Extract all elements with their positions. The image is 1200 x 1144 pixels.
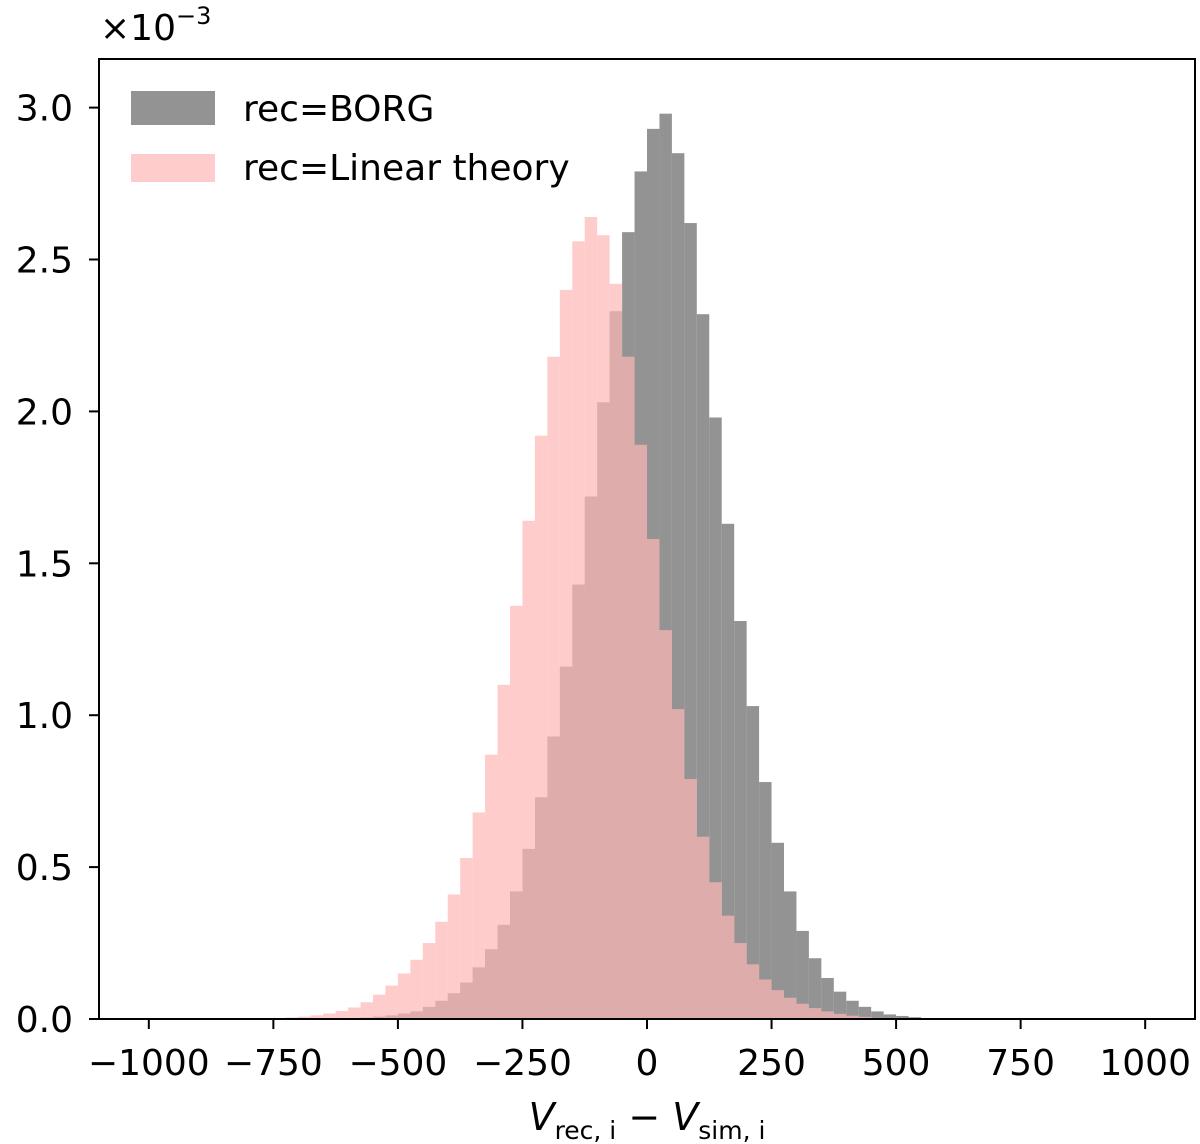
borg-bar: [746, 706, 760, 1019]
legend-label-linear: rec=Linear theory: [243, 148, 570, 189]
linear-theory-bar: [360, 1002, 373, 1019]
linear-theory-bar: [310, 1015, 324, 1019]
linear-theory-bar: [497, 684, 510, 1019]
linear-theory-bar: [547, 356, 560, 1020]
linear-theory-bar: [858, 1016, 872, 1019]
y-tick-label: 1.0: [16, 696, 73, 737]
linear-theory-bar: [397, 973, 411, 1019]
x-axis-label: Vrec, i − Vsim, i: [529, 1095, 766, 1144]
linear-theory-bar: [821, 1011, 834, 1019]
linear-theory-bar: [759, 979, 772, 1019]
linear-theory-bar: [385, 985, 398, 1019]
y-multiplier: ×10−3: [100, 2, 211, 49]
linear-theory-bar: [335, 1011, 349, 1019]
borg-bar: [871, 1011, 884, 1019]
linear-theory-bar: [647, 539, 660, 1019]
linear-theory-bar: [771, 990, 784, 1019]
borg-bar: [858, 1006, 872, 1019]
linear-theory-bar: [622, 356, 635, 1020]
linear-theory-bar: [323, 1013, 336, 1019]
linear-theory-bar: [522, 520, 535, 1019]
legend-label-borg: rec=BORG: [243, 89, 434, 130]
linear-theory-bars: [285, 216, 897, 1020]
linear-theory-bar: [833, 1013, 847, 1019]
linear-theory-bar: [609, 283, 623, 1019]
x-tick-label: 250: [737, 1043, 806, 1084]
linear-theory-bar: [422, 943, 436, 1019]
linear-theory-bar: [485, 754, 498, 1019]
y-tick-label: 2.0: [16, 392, 73, 433]
borg-bar: [759, 782, 772, 1019]
borg-bar: [734, 621, 747, 1019]
linear-theory-bar: [410, 959, 423, 1019]
borg-bar: [721, 523, 735, 1019]
linear-theory-bar: [510, 605, 523, 1019]
y-tick-label: 0.0: [16, 1000, 73, 1041]
borg-bar: [796, 930, 809, 1019]
legend: rec=BORG rec=Linear theory: [131, 89, 570, 189]
borg-bar: [709, 417, 722, 1020]
x-tick-label: −500: [348, 1043, 447, 1084]
x-axis: −1000 −750 −500 −250 0 250 500 750 1000: [88, 1019, 1191, 1084]
linear-theory-bar: [808, 1008, 822, 1019]
borg-bar: [896, 1015, 909, 1019]
linear-theory-bar: [559, 289, 573, 1019]
linear-theory-bar: [472, 812, 486, 1019]
borg-bar: [821, 977, 834, 1019]
linear-theory-bar: [684, 779, 697, 1019]
x-tick-label: −250: [473, 1043, 572, 1084]
linear-theory-bar: [846, 1015, 859, 1019]
linear-theory-bar: [796, 1003, 809, 1019]
y-tick-label: 1.5: [16, 544, 73, 585]
linear-theory-bar: [435, 921, 448, 1019]
legend-swatch-borg: [131, 91, 215, 125]
linear-theory-bar: [734, 943, 747, 1019]
linear-theory-bar: [721, 915, 735, 1019]
linear-theory-bar: [534, 435, 548, 1020]
y-tick-label: 3.0: [16, 89, 73, 130]
linear-theory-bar: [709, 882, 722, 1019]
linear-theory-bar: [659, 630, 672, 1019]
borg-bar: [784, 891, 797, 1019]
linear-theory-bar: [298, 1016, 311, 1019]
x-tick-label: −750: [224, 1043, 323, 1084]
linear-theory-bar: [634, 444, 647, 1019]
x-tick-label: 500: [862, 1043, 931, 1084]
x-tick-label: −1000: [88, 1043, 210, 1084]
x-tick-label: 0: [636, 1043, 659, 1084]
linear-theory-bar: [572, 241, 585, 1019]
legend-swatch-linear: [131, 154, 215, 182]
borg-bar: [883, 1014, 897, 1019]
linear-theory-bar: [584, 216, 598, 1020]
borg-bar: [808, 958, 822, 1019]
y-tick-label: 2.5: [16, 241, 73, 282]
borg-bar: [846, 1000, 859, 1019]
y-axis: 0.0 0.5 1.0 1.5 2.0 2.5 3.0: [16, 89, 99, 1041]
y-tick-label: 0.5: [16, 848, 73, 889]
linear-theory-bar: [746, 964, 760, 1019]
x-tick-label: 1000: [1099, 1043, 1191, 1084]
borg-bar: [771, 842, 784, 1019]
borg-bar: [833, 991, 847, 1019]
linear-theory-bar: [373, 994, 386, 1019]
linear-theory-bar: [348, 1007, 361, 1019]
linear-theory-bar: [447, 894, 461, 1019]
linear-theory-bar: [784, 997, 797, 1019]
x-tick-label: 750: [986, 1043, 1055, 1084]
linear-theory-bar: [696, 836, 710, 1019]
linear-theory-bar: [460, 857, 473, 1019]
linear-theory-bar: [671, 709, 685, 1019]
linear-theory-bar: [597, 235, 610, 1019]
